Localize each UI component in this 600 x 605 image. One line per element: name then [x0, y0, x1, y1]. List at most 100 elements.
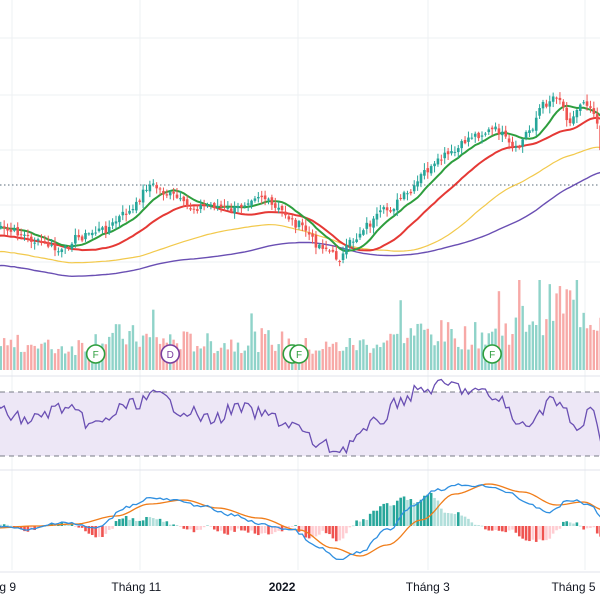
volume-bar: [497, 291, 501, 370]
volume-bar: [135, 341, 138, 370]
macd-hist-bar: [423, 495, 426, 526]
candle-body: [565, 107, 569, 121]
candle-body: [345, 245, 348, 255]
candle-body: [36, 239, 40, 241]
candle-body: [551, 96, 555, 102]
candle-body: [131, 208, 135, 211]
candle-body: [121, 211, 125, 216]
volume-bar: [562, 313, 565, 370]
macd-hist-bar: [406, 499, 409, 526]
volume-bar: [372, 348, 375, 370]
candle-body: [284, 211, 287, 216]
candle-body: [94, 232, 97, 234]
candle-body: [101, 227, 104, 230]
macd-hist-bar: [416, 502, 419, 526]
candle-body: [538, 108, 541, 116]
macd-hist-bar: [436, 500, 440, 526]
candle-body: [145, 189, 148, 191]
macd-hist-bar: [324, 526, 328, 534]
macd-hist-bar: [148, 517, 152, 526]
macd-hist-bar: [90, 526, 94, 536]
volume-bar: [460, 349, 463, 370]
macd-hist-bar: [382, 503, 386, 526]
volume-bar: [406, 337, 409, 370]
candle-body: [534, 117, 538, 131]
volume-bar: [463, 326, 467, 370]
candle-body: [545, 103, 548, 107]
candle-body: [477, 132, 480, 139]
candle-body: [443, 152, 447, 159]
volume-bar: [118, 324, 121, 370]
volume-bar: [531, 321, 535, 370]
volume-bar: [0, 346, 2, 370]
candle-body: [365, 222, 369, 229]
candle-body: [16, 227, 20, 236]
macd-hist-bar: [226, 526, 230, 535]
candle-body: [585, 101, 589, 106]
macd-hist-bar: [101, 526, 104, 538]
candle-body: [372, 218, 375, 228]
candle-body: [314, 234, 318, 248]
macd-hist-bar: [223, 526, 226, 534]
macd-hist-bar: [365, 519, 369, 526]
volume-bar: [19, 351, 23, 370]
macd-hist-bar: [290, 526, 294, 527]
macd-hist-bar: [206, 524, 209, 526]
candle-body: [575, 109, 579, 118]
macd-hist-bar: [517, 526, 521, 537]
macd-hist-bar: [548, 526, 552, 539]
candle-body: [23, 234, 26, 236]
volume-bar: [413, 335, 416, 370]
macd-hist-bar: [545, 526, 548, 541]
candle-body: [307, 232, 311, 235]
candle-body: [453, 151, 457, 153]
macd-hist-bar: [494, 526, 497, 531]
candle-body: [267, 198, 270, 200]
macd-hist-bar: [104, 526, 108, 534]
volume-bar: [368, 352, 372, 370]
volume-bar: [253, 331, 257, 370]
x-tick-label-4: Tháng 5: [551, 580, 595, 594]
volume-bar: [179, 349, 182, 370]
macd-hist-bar: [294, 525, 297, 527]
volume-bar: [470, 344, 474, 370]
macd-hist-bar: [429, 492, 433, 526]
candle-body: [406, 193, 409, 195]
candle-body: [29, 236, 33, 242]
macd-hist-bar: [358, 521, 362, 526]
candle-body: [555, 97, 558, 99]
volume-bar: [423, 329, 426, 370]
candle-body: [128, 210, 131, 214]
volume-bar: [23, 351, 26, 370]
macd-hist-bar: [463, 516, 467, 526]
volume-bar: [521, 305, 524, 370]
candle-body: [277, 207, 280, 210]
volume-bar: [396, 333, 399, 370]
volume-bar: [426, 328, 429, 370]
candle-body: [355, 239, 358, 242]
macd-hist-bar: [477, 525, 480, 526]
volume-bar: [16, 334, 19, 370]
macd-hist-bar: [589, 526, 592, 528]
candle-body: [419, 174, 423, 184]
macd-hist-bar: [497, 526, 501, 531]
macd-hist-bar: [446, 512, 450, 526]
candle-body: [321, 244, 325, 249]
volume-bar: [26, 345, 30, 370]
volume-bar: [504, 323, 507, 370]
x-axis: Tháng 9 Tháng 11 2022 Tháng 3 Tháng 5: [0, 580, 596, 594]
macd-hist-bar: [440, 508, 443, 526]
macd-hist-bar: [128, 519, 131, 526]
macd-hist-bar: [572, 523, 575, 526]
volume-bar: [589, 324, 592, 370]
volume-bar: [362, 339, 365, 370]
candle-body: [395, 199, 399, 211]
volume-bar: [104, 344, 108, 370]
candle-body: [141, 189, 145, 203]
volume-bar: [474, 322, 477, 370]
macd-hist-bar: [331, 526, 335, 539]
volume-bar: [335, 342, 338, 370]
candle-body: [440, 159, 443, 161]
macd-hist-bar: [175, 525, 179, 526]
volume-bar: [189, 333, 192, 370]
